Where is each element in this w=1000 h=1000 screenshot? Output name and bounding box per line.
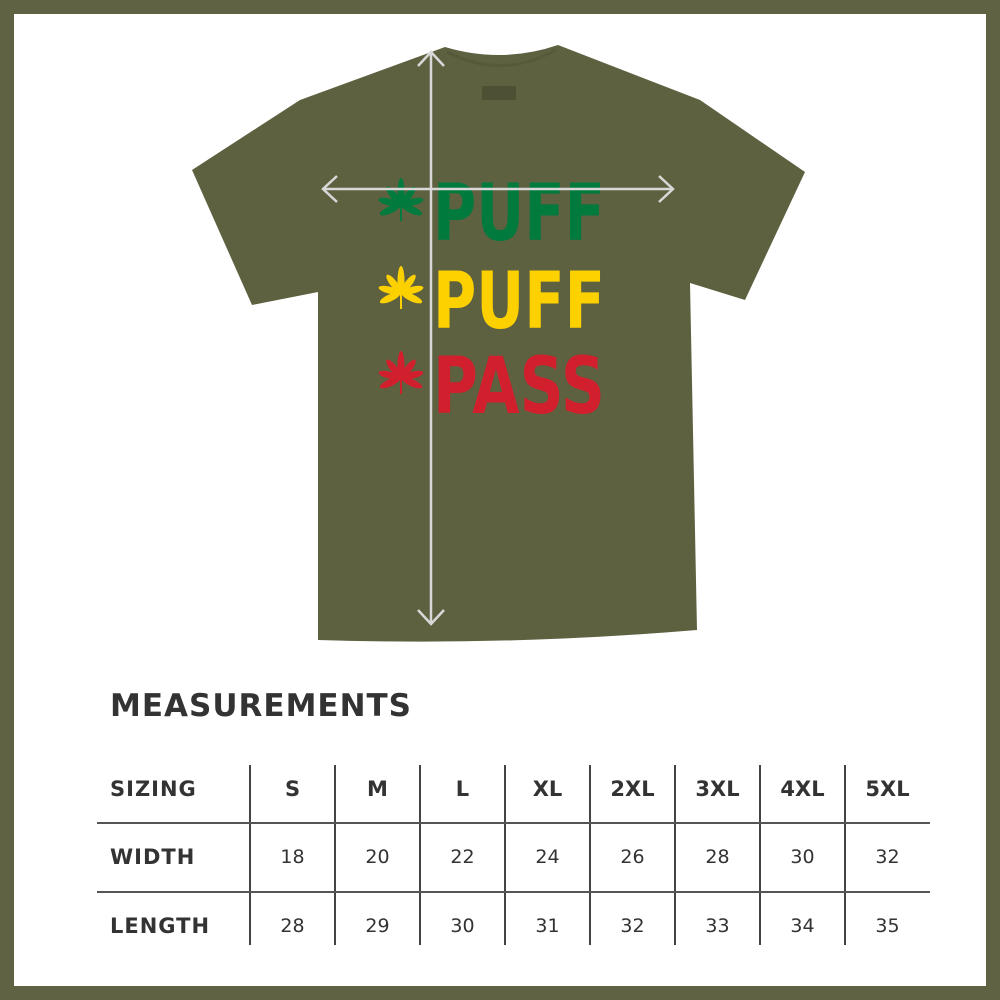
- print-text-3: PASS: [433, 342, 605, 432]
- measurement-value: 22: [450, 845, 475, 868]
- length-arrow: [417, 50, 445, 626]
- size-header: 3XL: [695, 776, 740, 801]
- collar: [446, 48, 557, 67]
- size-header: M: [367, 776, 388, 801]
- row-divider: [97, 891, 930, 893]
- size-header: L: [455, 776, 470, 801]
- measurement-value: 26: [620, 845, 645, 868]
- measurement-value: 28: [280, 915, 305, 937]
- measurement-value: 18: [280, 845, 305, 868]
- size-header: 2XL: [610, 776, 655, 801]
- measurement-value: 30: [450, 915, 475, 937]
- column-divider: [334, 765, 336, 945]
- cannabis-leaf-icon: [378, 178, 424, 221]
- row-label: LENGTH: [110, 914, 211, 938]
- column-divider: [419, 765, 421, 945]
- size-header: 4XL: [780, 776, 825, 801]
- row-label: WIDTH: [110, 844, 196, 869]
- measurement-value: 24: [535, 845, 560, 868]
- column-divider: [844, 765, 846, 945]
- brand-tag: [482, 86, 516, 100]
- print-text-1: PUFF: [433, 169, 605, 259]
- column-divider: [504, 765, 506, 945]
- measurement-value: 32: [620, 915, 645, 937]
- measurement-value: 20: [365, 845, 390, 868]
- size-header: XL: [532, 776, 563, 801]
- cannabis-leaf-icon: [378, 351, 424, 394]
- cannabis-leaf-icon: [378, 266, 424, 309]
- size-header: S: [284, 776, 301, 801]
- measurement-value: 30: [790, 845, 815, 868]
- print-text-2: PUFF: [433, 257, 605, 347]
- measurement-value: 35: [875, 915, 900, 937]
- column-divider: [249, 765, 251, 945]
- size-header: 5XL: [865, 776, 910, 801]
- measurement-value: 28: [705, 845, 730, 868]
- column-divider: [674, 765, 676, 945]
- row-divider: [97, 822, 930, 824]
- width-arrow: [321, 175, 675, 203]
- tshirt-body: [192, 45, 805, 642]
- measurement-value: 33: [705, 915, 730, 937]
- column-divider: [759, 765, 761, 945]
- measurement-value: 32: [875, 845, 900, 868]
- sizing-header: SIZING: [110, 776, 197, 801]
- measurement-value: 29: [365, 915, 390, 937]
- measurement-value: 31: [535, 915, 560, 937]
- column-divider: [589, 765, 591, 945]
- measurement-value: 34: [790, 915, 815, 937]
- measurements-title: MEASUREMENTS: [110, 688, 413, 724]
